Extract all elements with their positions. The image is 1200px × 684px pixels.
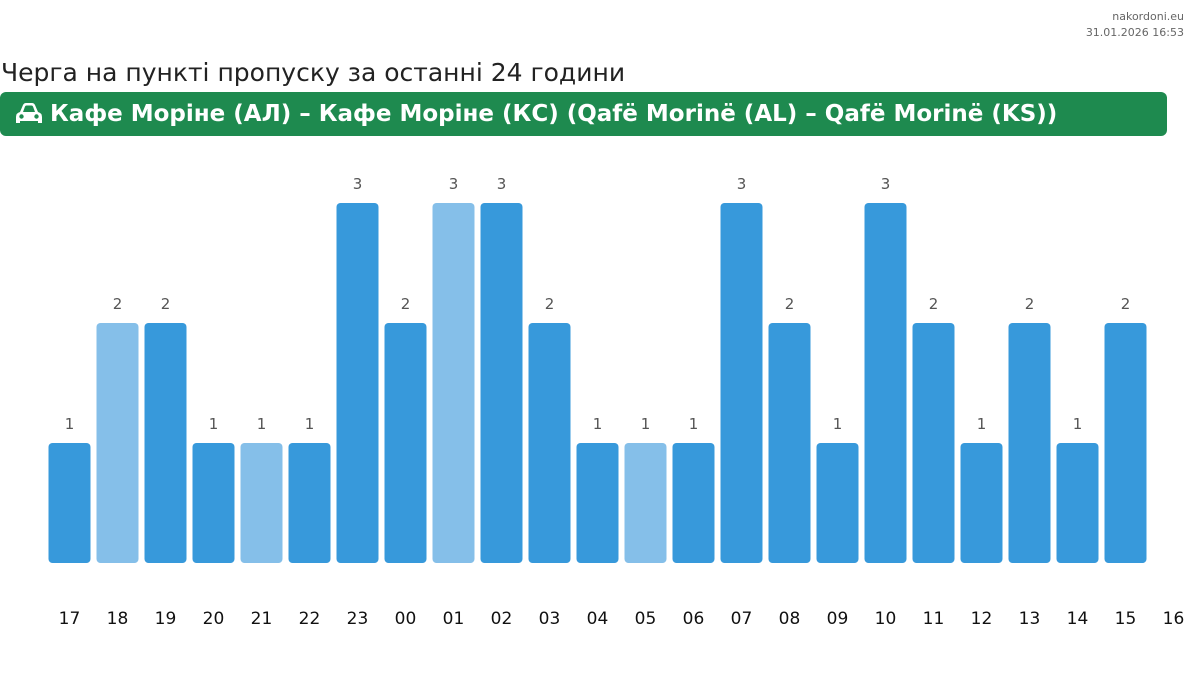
bar-10 xyxy=(864,203,907,563)
x-tick-label-08: 08 xyxy=(779,609,801,629)
x-tick-label-03: 03 xyxy=(539,609,561,629)
value-label-01: 3 xyxy=(449,175,459,193)
x-tick-label-02: 02 xyxy=(491,609,513,629)
value-label-23: 3 xyxy=(353,175,363,193)
bar-23 xyxy=(336,203,379,563)
bar-22 xyxy=(288,443,331,563)
bar-04 xyxy=(576,443,619,563)
value-label-03: 2 xyxy=(545,295,555,313)
value-label-19: 2 xyxy=(161,295,171,313)
banner-label: Кафе Моріне (АЛ) – Кафе Моріне (КС) (Qaf… xyxy=(50,101,1058,127)
value-label-08: 2 xyxy=(785,295,795,313)
bar-11 xyxy=(912,323,955,563)
bar-12 xyxy=(960,443,1003,563)
x-tick-label-17: 17 xyxy=(59,609,81,629)
x-tick-label-00: 00 xyxy=(395,609,417,629)
x-tick-label-20: 20 xyxy=(203,609,225,629)
value-label-20: 1 xyxy=(209,415,219,433)
bar-13 xyxy=(1008,323,1051,563)
x-tick-label-09: 09 xyxy=(827,609,849,629)
bar-02 xyxy=(480,203,523,563)
value-label-14: 1 xyxy=(1073,415,1083,433)
bar-17 xyxy=(48,443,91,563)
x-tick-label-04: 04 xyxy=(587,609,609,629)
value-label-09: 1 xyxy=(833,415,843,433)
value-label-11: 2 xyxy=(929,295,939,313)
value-label-10: 3 xyxy=(881,175,891,193)
bar-20 xyxy=(192,443,235,563)
bar-21 xyxy=(240,443,283,563)
page-title: Черга на пункті пропуску за останні 24 г… xyxy=(1,58,626,87)
x-tick-label-07: 07 xyxy=(731,609,753,629)
x-tick-label-14: 14 xyxy=(1067,609,1089,629)
value-label-22: 1 xyxy=(305,415,315,433)
x-tick-label-06: 06 xyxy=(683,609,705,629)
bar-15 xyxy=(1104,323,1147,563)
crossing-banner: Кафе Моріне (АЛ) – Кафе Моріне (КС) (Qaf… xyxy=(0,92,1167,136)
x-tick-label-22: 22 xyxy=(299,609,321,629)
value-label-21: 1 xyxy=(257,415,267,433)
x-tick-label-10: 10 xyxy=(875,609,897,629)
x-tick-label-16: 16 xyxy=(1163,609,1185,629)
value-label-15: 2 xyxy=(1121,295,1131,313)
source-site: nakordoni.eu xyxy=(1112,10,1184,23)
bar-07 xyxy=(720,203,763,563)
bar-01 xyxy=(432,203,475,563)
bar-03 xyxy=(528,323,571,563)
x-tick-label-18: 18 xyxy=(107,609,129,629)
value-label-13: 2 xyxy=(1025,295,1035,313)
value-label-17: 1 xyxy=(65,415,75,433)
x-tick-label-21: 21 xyxy=(251,609,273,629)
value-label-07: 3 xyxy=(737,175,747,193)
bar-19 xyxy=(144,323,187,563)
car-icon xyxy=(16,103,42,123)
x-tick-label-11: 11 xyxy=(923,609,945,629)
value-label-06: 1 xyxy=(689,415,699,433)
bar-00 xyxy=(384,323,427,563)
bar-14 xyxy=(1056,443,1099,563)
x-tick-label-05: 05 xyxy=(635,609,657,629)
bar-09 xyxy=(816,443,859,563)
x-tick-label-01: 01 xyxy=(443,609,465,629)
bar-18 xyxy=(96,323,139,563)
value-label-05: 1 xyxy=(641,415,651,433)
bar-08 xyxy=(768,323,811,563)
x-tick-label-15: 15 xyxy=(1115,609,1137,629)
x-tick-label-19: 19 xyxy=(155,609,177,629)
value-label-18: 2 xyxy=(113,295,123,313)
x-tick-label-13: 13 xyxy=(1019,609,1041,629)
x-tick-label-23: 23 xyxy=(347,609,369,629)
bar-05 xyxy=(624,443,667,563)
value-label-04: 1 xyxy=(593,415,603,433)
x-tick-label-12: 12 xyxy=(971,609,993,629)
source-info: nakordoni.eu 31.01.2026 16:53 xyxy=(1086,9,1184,41)
source-timestamp: 31.01.2026 16:53 xyxy=(1085,26,1184,39)
value-label-00: 2 xyxy=(401,295,411,313)
bar-06 xyxy=(672,443,715,563)
value-label-02: 3 xyxy=(497,175,507,193)
value-label-12: 1 xyxy=(977,415,987,433)
